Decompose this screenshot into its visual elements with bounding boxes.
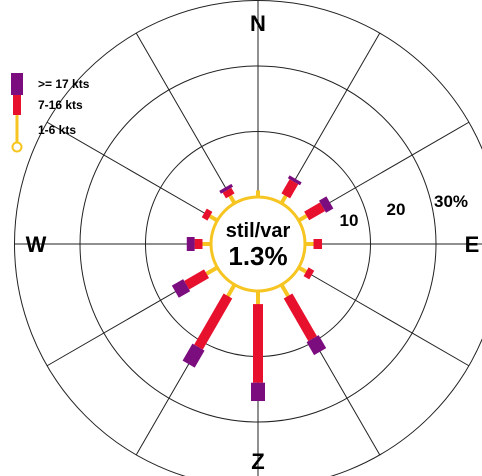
grid-spoke-30 [281, 32, 381, 204]
bar-group-270 [186, 237, 212, 251]
legend-swatch-1-6 [15, 115, 19, 143]
ring-label-20: 20 [387, 200, 406, 219]
compass-east-label: E [465, 232, 480, 257]
calm-circle: stil/var 1.3% [209, 195, 307, 293]
grid-spoke-330 [135, 32, 235, 204]
wind-bars [171, 175, 334, 402]
compass-north-label: N [250, 11, 266, 36]
calm-label: stil/var [226, 220, 291, 242]
bar-17-plus-270 [186, 237, 195, 251]
legend-swatch-17-plus [11, 73, 23, 95]
legend: >= 17 kts 7-16 kts 1-6 kts [11, 73, 90, 153]
bar-1-6-90 [304, 242, 314, 246]
bar-1-6-180 [256, 291, 260, 305]
bar-group-150 [279, 283, 327, 356]
bar-17-plus-30 [287, 175, 302, 186]
ring-labels: 10 20 30% [340, 192, 468, 230]
bar-group-90 [304, 239, 323, 249]
ring-label-30: 30% [434, 192, 468, 211]
calm-value: 1.3% [228, 241, 287, 271]
legend-label-7-16: 7-16 kts [38, 98, 83, 112]
legend-label-1-6: 1-6 kts [38, 123, 76, 137]
bar-group-240 [171, 265, 219, 298]
bar-17-plus-210 [182, 343, 205, 368]
compass-labels: N E Z W [26, 11, 480, 474]
bar-17-plus-330 [219, 183, 234, 194]
bar-17-plus-150 [306, 335, 327, 356]
compass-west-label: W [26, 232, 47, 257]
grid-spoke-300 [46, 121, 218, 221]
calm-ring [209, 195, 307, 293]
bar-group-210 [182, 283, 237, 368]
bar-1-6-210 [226, 283, 237, 298]
compass-south-label: Z [251, 449, 264, 474]
bar-7-16-240 [184, 269, 210, 290]
bar-17-plus-240 [171, 279, 191, 298]
bar-17-plus-180 [251, 382, 265, 402]
bar-group-0 [256, 190, 260, 197]
bar-1-6-270 [202, 242, 212, 246]
ring-label-10: 10 [340, 211, 359, 230]
legend-swatch-1-6-dot [11, 141, 23, 153]
bar-7-16-120 [303, 267, 315, 280]
grid-spoke-120 [298, 267, 470, 367]
bar-7-16-270 [194, 239, 203, 249]
bar-7-16-300 [201, 208, 213, 221]
bar-7-16-210 [194, 293, 233, 350]
bar-group-180 [251, 291, 265, 402]
bar-17-plus-60 [319, 196, 334, 213]
bar-7-16-30 [281, 179, 299, 199]
bar-1-6-0 [256, 190, 260, 197]
legend-swatch-7-16 [13, 95, 21, 115]
bar-7-16-90 [313, 239, 323, 249]
bar-7-16-150 [283, 293, 317, 342]
bar-1-6-150 [279, 283, 290, 298]
bar-7-16-180 [253, 304, 263, 383]
bar-7-16-330 [222, 187, 235, 199]
bar-1-6-240 [205, 265, 219, 276]
bar-7-16-60 [304, 202, 326, 221]
legend-label-17-plus: >= 17 kts [38, 77, 90, 91]
